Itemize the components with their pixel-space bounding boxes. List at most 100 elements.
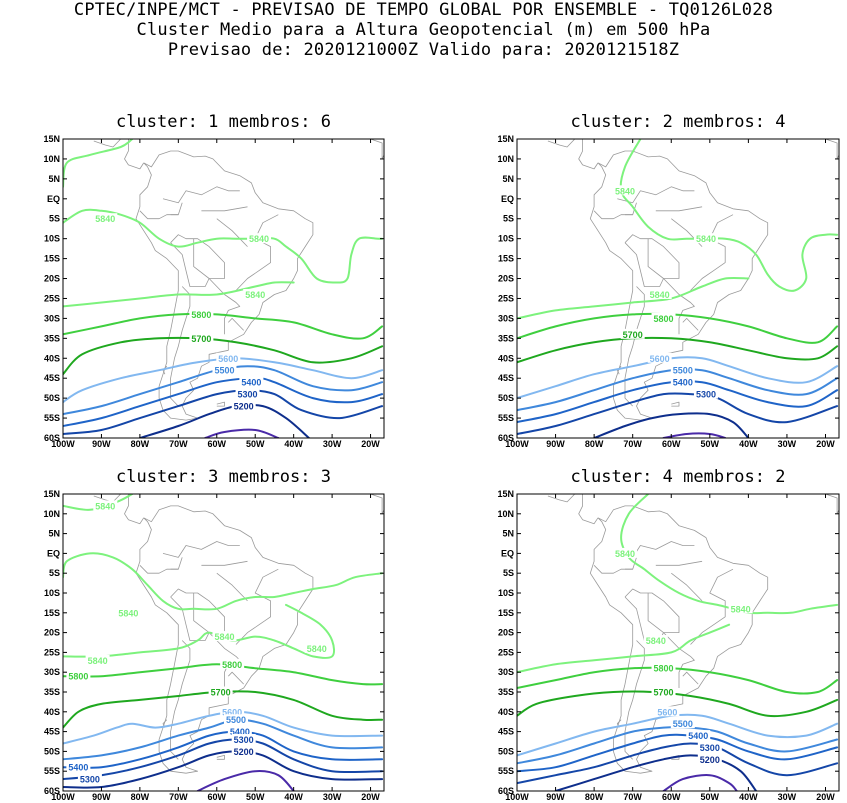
coastline bbox=[201, 206, 248, 212]
contour-label-bg bbox=[693, 233, 718, 244]
coastline bbox=[193, 238, 210, 279]
contour-5840 bbox=[517, 276, 750, 320]
lat-label: 25S bbox=[44, 293, 60, 303]
lon-label: 20W bbox=[361, 792, 380, 802]
lat-label: 25S bbox=[498, 293, 514, 303]
contour-label-bg bbox=[697, 741, 722, 752]
lon-label: 30W bbox=[778, 792, 797, 802]
contour-label: 5800 bbox=[654, 664, 674, 674]
lon-label: 40W bbox=[739, 439, 758, 449]
lat-label: 15S bbox=[498, 608, 514, 618]
contour-5800 bbox=[517, 312, 839, 344]
contour-label: 5300 bbox=[696, 390, 716, 400]
lon-label: 70W bbox=[169, 439, 188, 449]
coastline bbox=[235, 214, 279, 291]
map-area: 5840 5840 5840 5800 5700 5600 5500 5400 5300 5200… bbox=[43, 134, 385, 449]
contour-label: 5700 bbox=[211, 688, 231, 698]
lat-label: 30S bbox=[44, 313, 60, 323]
contour-label-bg bbox=[231, 745, 256, 756]
coastline bbox=[547, 494, 576, 503]
contour-label-bg bbox=[697, 753, 722, 764]
contour-5100 bbox=[662, 774, 738, 791]
lat-label: 15N bbox=[497, 489, 514, 499]
lon-label: 20W bbox=[816, 792, 835, 802]
lat-label: EQ bbox=[501, 548, 514, 558]
contour-5840 bbox=[63, 281, 295, 308]
lat-label: 50S bbox=[44, 746, 60, 756]
contour-label-bg bbox=[243, 288, 268, 299]
lat-label: 10S bbox=[44, 588, 60, 598]
lat-label: 5S bbox=[49, 568, 60, 578]
contour-label-bg bbox=[655, 706, 680, 717]
contour-label-bg bbox=[647, 352, 672, 363]
contour-label: 5300 bbox=[700, 743, 720, 753]
contour-label: 5840 bbox=[118, 608, 138, 618]
lat-label: 55S bbox=[44, 413, 60, 423]
contour-label: 5700 bbox=[623, 330, 643, 340]
coastline bbox=[170, 557, 183, 570]
map-frame bbox=[516, 493, 840, 792]
contour-5840 bbox=[619, 139, 839, 292]
contour-5700 bbox=[517, 336, 839, 364]
contour-label: 5300 bbox=[234, 735, 254, 745]
contour-label: 5840 bbox=[615, 549, 635, 559]
lat-label: 10N bbox=[43, 509, 60, 519]
coastline bbox=[162, 541, 240, 558]
coastline bbox=[655, 206, 703, 212]
coastline bbox=[216, 754, 225, 760]
contour-label-bg bbox=[612, 547, 637, 558]
lon-label: 50W bbox=[246, 792, 265, 802]
lon-label: 90W bbox=[546, 792, 565, 802]
lat-label: 10S bbox=[498, 588, 514, 598]
contour-label-bg bbox=[670, 376, 695, 387]
contour-5100 bbox=[204, 428, 280, 438]
contour-label: 5500 bbox=[673, 366, 693, 376]
coastline bbox=[825, 139, 839, 160]
lat-label: 60S bbox=[498, 786, 514, 796]
contour-label: 5840 bbox=[249, 234, 269, 244]
lat-label: EQ bbox=[47, 194, 60, 204]
lat-label: 50S bbox=[498, 393, 514, 403]
lat-label: 15S bbox=[44, 254, 60, 264]
coastline bbox=[135, 505, 314, 774]
contour-5840 bbox=[517, 623, 731, 674]
contour-label-bg bbox=[66, 670, 91, 681]
map-area: 5840584058405840584058005800570056005500… bbox=[43, 489, 385, 802]
coastline bbox=[593, 565, 633, 574]
lon-label: 70W bbox=[169, 792, 188, 802]
coastline bbox=[193, 593, 210, 633]
contour-label: 5840 bbox=[95, 214, 115, 224]
lon-label: 30W bbox=[323, 439, 342, 449]
coastline bbox=[170, 588, 225, 641]
contour-label-bg bbox=[670, 718, 695, 729]
contour-label-bg bbox=[208, 686, 233, 697]
contour-label: 5800 bbox=[222, 660, 242, 670]
coastline bbox=[547, 139, 576, 148]
lon-label: 70W bbox=[623, 439, 642, 449]
lat-label: 60S bbox=[44, 786, 60, 796]
lat-label: 20S bbox=[498, 274, 514, 284]
contour-label-bg bbox=[93, 500, 118, 511]
contour-label-bg bbox=[212, 364, 237, 375]
lon-label: 50W bbox=[701, 439, 720, 449]
contour-label: 5840 bbox=[88, 656, 108, 666]
contour-5300 bbox=[517, 742, 839, 785]
contour-label-bg bbox=[220, 706, 245, 717]
coastline bbox=[682, 671, 699, 685]
coastline bbox=[589, 505, 769, 774]
contour-label: 5840 bbox=[615, 186, 635, 196]
contour-5200 bbox=[593, 412, 750, 438]
lat-label: EQ bbox=[47, 548, 60, 558]
map-frame bbox=[516, 138, 840, 439]
contour-label: 5840 bbox=[696, 234, 716, 244]
lon-label: 80W bbox=[585, 439, 604, 449]
contour-label: 5800 bbox=[191, 310, 211, 320]
contour-label: 5800 bbox=[68, 672, 88, 682]
lon-label: 40W bbox=[284, 792, 303, 802]
lat-label: 50S bbox=[498, 746, 514, 756]
contour-label: 5840 bbox=[646, 636, 666, 646]
lon-label: 60W bbox=[208, 439, 227, 449]
lat-label: 55S bbox=[498, 766, 514, 776]
lat-label: 40S bbox=[498, 707, 514, 717]
coastline bbox=[647, 238, 664, 279]
